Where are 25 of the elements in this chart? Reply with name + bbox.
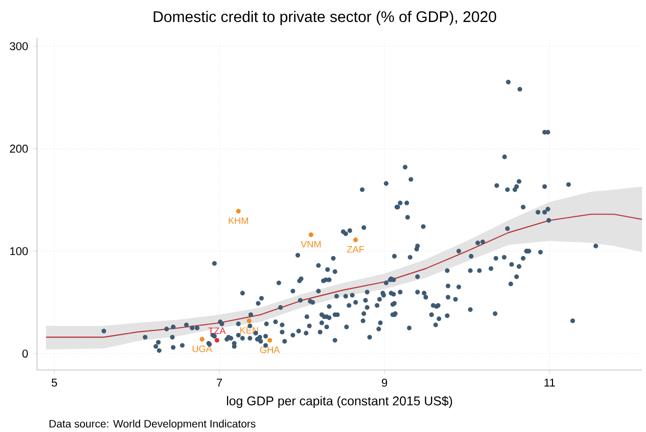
line-series xyxy=(46,214,643,338)
annotation: VNM xyxy=(300,241,321,248)
y-tick-label: 200 xyxy=(10,144,28,153)
point xyxy=(214,338,220,343)
point xyxy=(200,336,204,342)
annotation: TZA xyxy=(208,328,226,334)
point xyxy=(267,338,272,343)
annotation: KHM xyxy=(228,217,248,224)
y-tick-label: 100 xyxy=(10,247,28,256)
y-tick-label: 0 xyxy=(22,350,28,358)
annotation: ZAF xyxy=(347,246,364,253)
x-axis-title: log GDP per capita (constant 2015 US$) xyxy=(227,396,452,408)
point xyxy=(353,238,358,242)
annotation: GHA xyxy=(260,346,280,354)
x-tick-label: 9 xyxy=(382,378,388,387)
chart-title: Domestic credit to private sector (% of GDP), 2020 xyxy=(154,10,496,26)
point xyxy=(246,318,252,324)
y-tick-label: 300 xyxy=(10,42,28,50)
point xyxy=(308,232,314,238)
x-tick-label: 11 xyxy=(544,378,555,387)
x-tick-label: 5 xyxy=(52,378,58,387)
point xyxy=(236,208,241,214)
annotation: UGA xyxy=(192,346,212,352)
source-note: Data source: World Development Indicators xyxy=(50,420,256,430)
x-tick-label: 7 xyxy=(216,378,222,387)
